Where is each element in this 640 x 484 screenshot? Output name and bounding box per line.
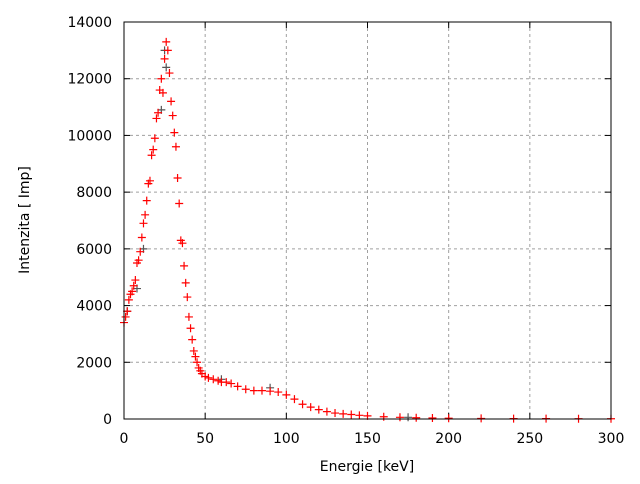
data-point [123,307,132,316]
data-point [209,375,218,384]
data-point [134,256,143,265]
data-point [173,173,182,182]
data-point [162,37,171,46]
data-point [249,386,258,395]
data-point [154,108,163,117]
plot-border [123,21,612,420]
ticks: 0 50 100 150 200 250 300 0 2000 4000 6000 8000 10000… [67,15,624,447]
y-tick-label: 2000 [76,355,112,371]
data-points [120,37,615,423]
data-point [290,395,299,404]
x-tick-label: 250 [516,431,543,447]
x-tick-label: 200 [435,431,462,447]
y-tick-label: 12000 [67,72,112,88]
data-point [175,199,184,208]
data-point [266,387,275,396]
data-point [274,388,283,397]
data-point [188,335,197,344]
data-point [142,196,151,205]
data-point [184,312,193,321]
y-axis-label: Intenzita [ Imp] [17,166,33,274]
data-point [241,385,250,394]
data-point [191,352,200,361]
data-point [150,134,159,143]
data-point [129,281,138,290]
data-point [121,312,130,321]
x-tick-label: 300 [598,431,625,447]
grid [124,22,611,419]
data-point [141,210,150,219]
data-point [171,142,180,151]
data-point [167,97,176,106]
data-point [314,405,323,414]
data-point [339,409,348,418]
data-point [178,239,187,248]
data-point [355,411,364,420]
data-point [395,413,404,422]
y-tick-label: 10000 [67,128,112,144]
y-tick-label: 0 [103,412,112,428]
data-point [181,278,190,287]
data-point [444,414,453,423]
data-point [331,409,340,418]
data-point [165,69,174,78]
data-point [347,410,356,419]
data-point [193,358,202,367]
data-point [412,413,421,422]
data-point [160,54,169,63]
y-tick-label: 8000 [76,185,112,201]
data-point [168,111,177,120]
data-point [233,382,242,391]
data-point [298,400,307,409]
data-point [152,114,161,123]
data-point [162,63,171,72]
x-axis-label: Energie [keV] [320,459,414,475]
data-point [189,346,198,355]
data-point [157,74,166,83]
x-tick-label: 100 [273,431,300,447]
x-tick-label: 0 [120,431,129,447]
data-point [477,414,486,423]
y-tick-label: 6000 [76,242,112,258]
data-point [186,324,195,333]
data-point [136,247,145,256]
data-point [180,261,189,270]
data-point [137,233,146,242]
data-point [204,373,213,382]
data-point [322,407,331,416]
data-point [379,412,388,421]
data-point [147,151,156,160]
data-point [257,386,266,395]
data-point [183,293,192,302]
data-point [282,390,291,399]
data-point [222,378,231,387]
y-tick-label: 4000 [76,299,112,315]
data-point [128,287,137,296]
data-point [145,176,154,185]
data-point [428,414,437,423]
data-point [170,128,179,137]
data-point [139,219,148,228]
x-tick-label: 50 [196,431,214,447]
data-point [404,413,413,422]
data-point [227,379,236,388]
y-tick-label: 14000 [67,15,112,31]
data-point [163,46,172,55]
data-point [131,276,140,285]
x-tick-label: 150 [354,431,381,447]
data-point [306,403,315,412]
data-point [158,88,167,97]
data-point [149,145,158,154]
data-point [124,295,133,304]
